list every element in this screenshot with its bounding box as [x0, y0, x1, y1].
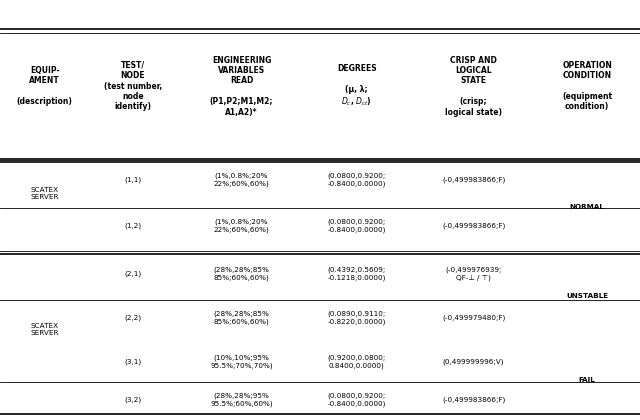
Text: QF-⊥ / ⊤): QF-⊥ / ⊤) [456, 275, 491, 281]
Text: (1%,0.8%;20%: (1%,0.8%;20% [215, 218, 268, 225]
Text: (-0,499983866;F): (-0,499983866;F) [442, 396, 505, 403]
Text: (1,2): (1,2) [124, 222, 141, 229]
Text: (-0,499979480;F): (-0,499979480;F) [442, 315, 505, 321]
Text: 85%;60%,60%): 85%;60%,60%) [214, 275, 269, 281]
Text: UNSTABLE: UNSTABLE [566, 293, 608, 299]
Text: (1,1): (1,1) [124, 176, 141, 183]
Text: -0.1218,0.0000): -0.1218,0.0000) [328, 275, 386, 281]
Text: (2,1): (2,1) [124, 270, 141, 277]
Text: DEGREES

(μ, λ;
$D_c$, $D_{ct}$): DEGREES (μ, λ; $D_c$, $D_{ct}$) [337, 64, 376, 108]
Text: -0.8220,0.0000): -0.8220,0.0000) [328, 319, 386, 326]
Text: NORMAL: NORMAL [570, 204, 605, 210]
Text: -0.8400,0.0000): -0.8400,0.0000) [328, 401, 386, 407]
Text: (0.0890,0.9110;: (0.0890,0.9110; [328, 310, 386, 317]
Text: ENGINEERING
VARIABLES
READ

(P1,P2;M1,M2;
A1,A2)*: ENGINEERING VARIABLES READ (P1,P2;M1,M2;… [210, 55, 273, 117]
Text: (-0,499983866;F): (-0,499983866;F) [442, 222, 505, 229]
Text: (3,2): (3,2) [124, 396, 141, 403]
Text: (-0,499983866;F): (-0,499983866;F) [442, 176, 505, 183]
Text: (0.0800,0.9200;: (0.0800,0.9200; [328, 392, 386, 399]
Text: CRISP AND
LOGICAL
STATE

(crisp;
logical state): CRISP AND LOGICAL STATE (crisp; logical … [445, 55, 502, 117]
Text: SCATEX
SERVER: SCATEX SERVER [31, 323, 59, 336]
Text: EQUIP-
AMENT

(description): EQUIP- AMENT (description) [17, 66, 73, 106]
Text: (28%,28%;85%: (28%,28%;85% [214, 266, 269, 273]
Text: (0,499999996;V): (0,499999996;V) [443, 359, 504, 365]
Text: (0.0800,0.9200;: (0.0800,0.9200; [328, 172, 386, 179]
Text: (1%,0.8%;20%: (1%,0.8%;20% [215, 172, 268, 179]
Text: (0.0800,0.9200;: (0.0800,0.9200; [328, 218, 386, 225]
Text: (10%,10%;95%: (10%,10%;95% [214, 354, 269, 361]
Text: (-0,499976939;: (-0,499976939; [445, 266, 502, 273]
Text: -0.8400,0.0000): -0.8400,0.0000) [328, 226, 386, 233]
Text: SCATEX
SERVER: SCATEX SERVER [31, 187, 59, 200]
Text: 22%;60%,60%): 22%;60%,60%) [214, 181, 269, 187]
Text: FAIL: FAIL [579, 377, 596, 383]
Text: (3,1): (3,1) [124, 359, 141, 365]
Text: TEST/
NODE
(test number,
node
identify): TEST/ NODE (test number, node identify) [104, 61, 162, 111]
Text: (0.9200,0.0800;: (0.9200,0.0800; [328, 354, 386, 361]
Text: (28%,28%;85%: (28%,28%;85% [214, 310, 269, 317]
Text: -0.8400,0.0000): -0.8400,0.0000) [328, 181, 386, 187]
Text: (28%,28%;95%: (28%,28%;95% [214, 392, 269, 399]
Text: 22%;60%,60%): 22%;60%,60%) [214, 226, 269, 233]
Text: 85%;60%,60%): 85%;60%,60%) [214, 319, 269, 326]
Text: OPERATION
CONDITION

(equipment
condition): OPERATION CONDITION (equipment condition… [562, 61, 612, 111]
Text: 95.5%;70%,70%): 95.5%;70%,70%) [211, 363, 273, 370]
Text: (0.4392,0.5609;: (0.4392,0.5609; [328, 266, 386, 273]
Text: (2,2): (2,2) [124, 315, 141, 321]
Text: 95.5%;60%,60%): 95.5%;60%,60%) [211, 401, 273, 407]
Text: 0.8400,0.0000): 0.8400,0.0000) [329, 363, 385, 370]
